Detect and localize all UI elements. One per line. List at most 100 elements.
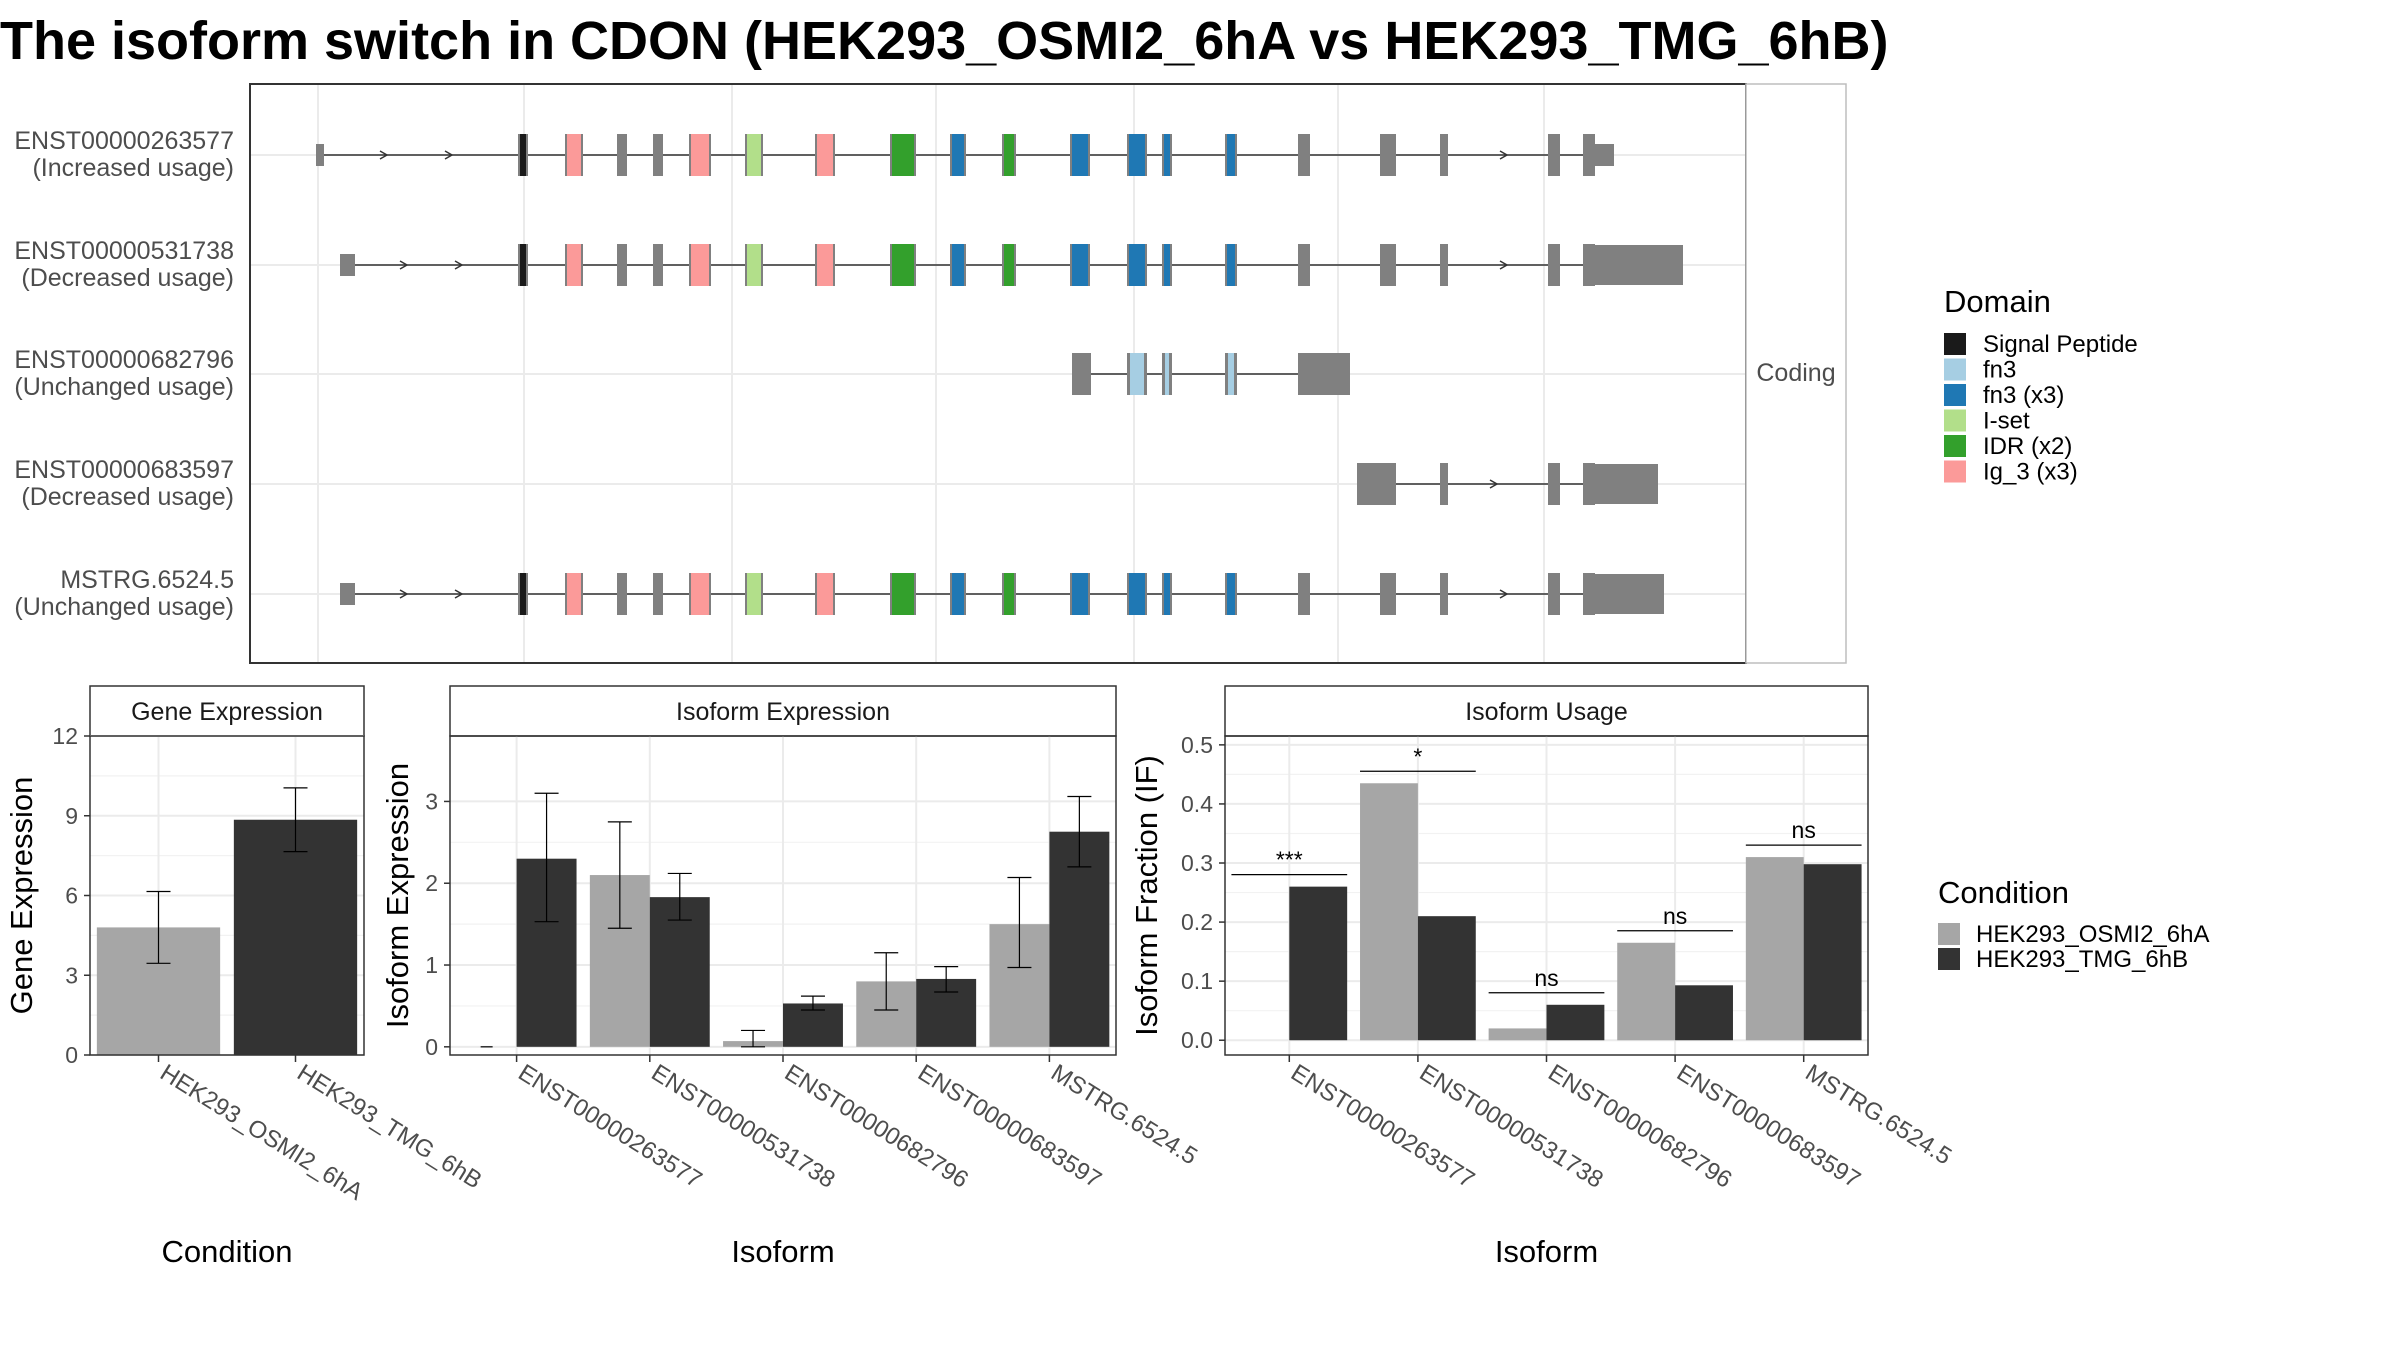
utr-exon (340, 583, 355, 605)
domain-idr (1004, 573, 1014, 615)
significance-label: *** (1276, 847, 1303, 873)
domain-ig (691, 244, 709, 286)
domain-fn (1227, 573, 1235, 615)
facet-strip (1745, 83, 1847, 664)
domain-fn3 (1165, 353, 1169, 395)
domain-fn (952, 134, 964, 176)
exon (653, 573, 663, 615)
y-tick-label: 3 (425, 788, 438, 814)
exon (1380, 134, 1396, 176)
domain-ig (691, 573, 709, 615)
domain-fn (1129, 134, 1145, 176)
domain-legend-swatch (1944, 333, 1966, 355)
domain-ig (567, 134, 581, 176)
domain-idr (892, 573, 914, 615)
transcript-usage-label: (Unchanged usage) (14, 593, 234, 621)
condition-legend-label: HEK293_TMG_6hB (1976, 946, 2188, 973)
exon (1298, 244, 1310, 286)
domain-fn (1227, 244, 1235, 286)
bar (1289, 886, 1348, 1041)
transcript-label: ENST00000263577 (14, 127, 234, 155)
bar (233, 819, 358, 1055)
domain-is (747, 573, 761, 615)
exon (1298, 573, 1310, 615)
bar (783, 1003, 843, 1047)
gene-structure-panel: Coding ENST00000263577(Increased usage) EN… (14, 83, 1847, 664)
domain-fn (1164, 134, 1170, 176)
domain-is (747, 244, 761, 286)
domain-legend-swatch (1944, 435, 1966, 457)
domain-ig (567, 573, 581, 615)
transcript-usage-label: (Decreased usage) (21, 264, 234, 292)
exon (1583, 573, 1595, 615)
transcript-usage-label: (Decreased usage) (21, 483, 234, 511)
domain-fn (1129, 244, 1145, 286)
significance-label: ns (1792, 817, 1816, 843)
utr-tail (1595, 464, 1658, 504)
x-axis-title: Condition (162, 1234, 293, 1269)
exon (1380, 573, 1396, 615)
exon (1380, 244, 1396, 286)
y-tick-label: 0.0 (1181, 1027, 1213, 1053)
transcript-label: ENST00000683597 (14, 456, 234, 484)
exon (1548, 244, 1560, 286)
domain-fn3 (1228, 353, 1234, 395)
strand-arrow (1499, 260, 1509, 270)
exon (1298, 134, 1310, 176)
y-tick-label: 0.5 (1181, 732, 1213, 758)
bar (649, 897, 710, 1047)
domain-fn (952, 244, 964, 286)
condition-legend-swatch (1938, 923, 1960, 945)
exon (1440, 134, 1448, 176)
bar (1488, 1028, 1547, 1041)
y-tick-label: 0.3 (1181, 850, 1213, 876)
utr-tail (1310, 353, 1350, 395)
strip-label: Gene Expression (131, 698, 323, 726)
domain-fn (1072, 573, 1088, 615)
bar (1745, 857, 1804, 1041)
utr-exon (1072, 353, 1086, 395)
strand-arrow (454, 589, 464, 599)
strand-arrow (399, 589, 409, 599)
exon (1583, 244, 1595, 286)
significance-label: ns (1534, 965, 1558, 991)
domain-legend-label: Ig_3 (x3) (1983, 459, 2078, 486)
strip-label: Isoform Expression (676, 698, 890, 726)
domain-idr (1004, 134, 1014, 176)
strip-box (449, 685, 1117, 737)
domain-fn3 (1130, 353, 1144, 395)
transcript-usage-label: (Increased usage) (32, 154, 234, 182)
domain-sp (520, 573, 526, 615)
exon (617, 573, 627, 615)
transcript-label: ENST00000682796 (14, 346, 234, 374)
domain-ig (691, 134, 709, 176)
utr-exon (1357, 463, 1387, 505)
exon (1583, 134, 1595, 176)
utr-tail (1595, 144, 1614, 166)
domain-ig (567, 244, 581, 286)
facet-strip-label: Coding (1756, 359, 1835, 387)
strand-arrow (379, 150, 389, 160)
y-tick-label: 1 (425, 952, 438, 978)
y-tick-label: 3 (65, 962, 78, 988)
domain-legend-swatch (1944, 384, 1966, 406)
y-tick-label: 0.2 (1181, 909, 1213, 935)
domain-fn (1164, 573, 1170, 615)
exon (1548, 134, 1560, 176)
strand-arrow (444, 150, 454, 160)
domain-legend-swatch (1944, 460, 1966, 483)
exon (1083, 353, 1091, 395)
exon (1548, 573, 1560, 615)
exon (1440, 244, 1448, 286)
bar (1546, 1004, 1605, 1041)
domain-legend-label: fn3 (1983, 357, 2016, 384)
plot-border (89, 735, 365, 1056)
utr-tail (1595, 574, 1664, 614)
bar (1417, 916, 1476, 1041)
y-tick-label: 6 (65, 883, 78, 909)
domain-ig (817, 244, 833, 286)
domain-is (747, 134, 761, 176)
condition-legend-title: Condition (1938, 875, 2069, 910)
exon (1440, 463, 1448, 505)
